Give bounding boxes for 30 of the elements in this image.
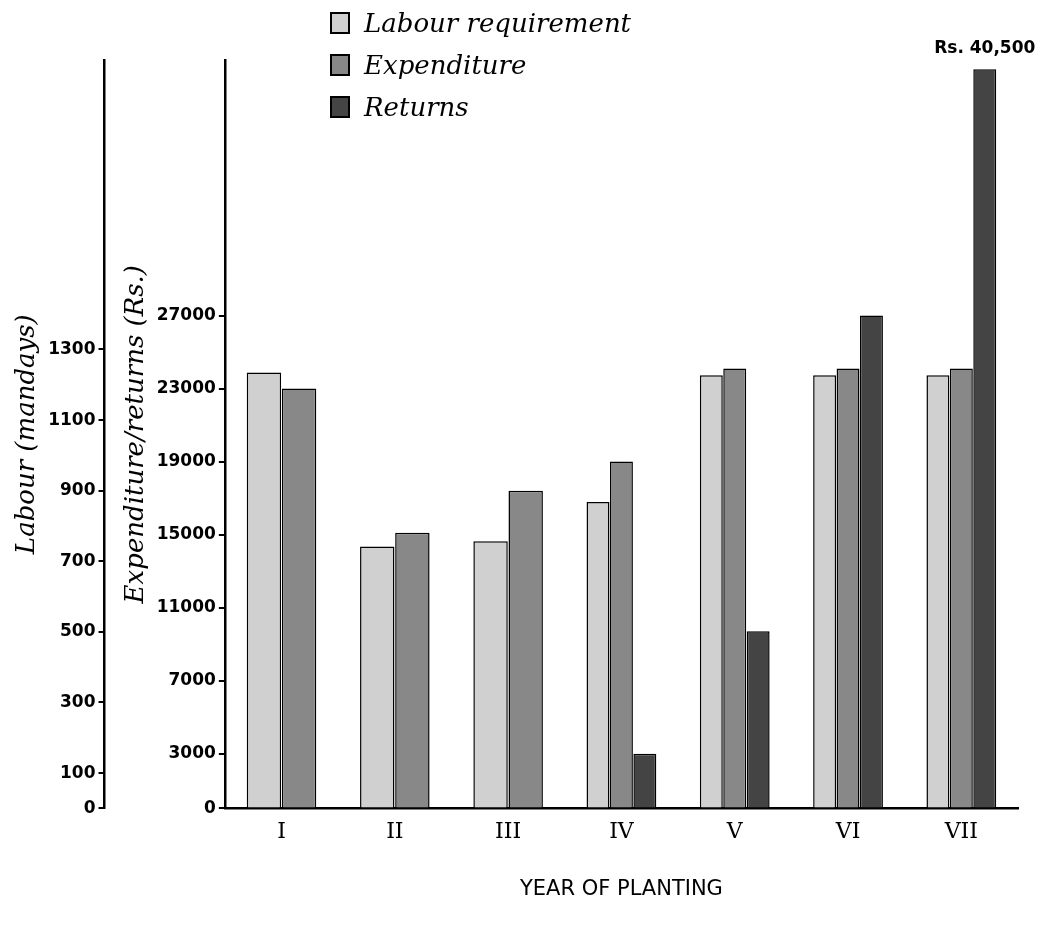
y-tick-label: 1300 <box>48 337 96 358</box>
y2-tick-label: 23000 <box>156 376 217 397</box>
legend-label: Returns <box>364 92 469 122</box>
y-tick-label: 300 <box>60 690 96 711</box>
x-tick-label: IV <box>609 818 635 844</box>
x-tick-label: VI <box>834 818 861 844</box>
y-tick-label: 0 <box>83 796 96 817</box>
y-tick-label: 100 <box>60 761 96 782</box>
x-tick-label: VII <box>943 818 978 844</box>
y-tick-label: 900 <box>60 479 96 500</box>
y2-tick-label: 11000 <box>156 596 217 617</box>
legend-label: Expenditure <box>364 50 527 80</box>
x-tick-label: II <box>386 818 404 844</box>
data-label: Rs. 40,500 <box>934 37 1036 58</box>
y2-tick-label: 7000 <box>168 669 217 690</box>
y-tick-label: 1100 <box>48 408 96 429</box>
y2-tick-label: 19000 <box>156 450 217 470</box>
x-tick-label: I <box>277 818 286 844</box>
y-axis-title: Labour (mandays) <box>10 314 41 556</box>
y-tick-label: 700 <box>60 549 96 570</box>
y2-axis-title: Expenditure/returns (Rs.) <box>118 265 149 605</box>
legend-label: Labour requirement <box>364 8 632 38</box>
y2-tick-label: 0 <box>204 796 217 817</box>
x-tick-label: III <box>495 818 522 844</box>
y2-tick-label: 27000 <box>156 303 217 324</box>
x-axis-title: YEAR OF PLANTING <box>518 875 723 900</box>
x-tick-label: V <box>725 818 744 844</box>
y2-tick-label: 3000 <box>168 742 217 763</box>
y2-tick-label: 15000 <box>156 523 217 544</box>
y-tick-label: 500 <box>60 620 96 641</box>
